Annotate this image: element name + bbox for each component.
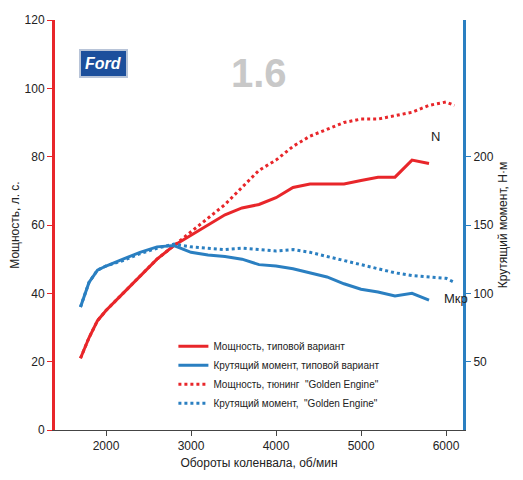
svg-text:20: 20 (31, 355, 45, 369)
svg-text:0: 0 (38, 423, 45, 437)
svg-text:1.6: 1.6 (231, 51, 287, 95)
svg-text:80: 80 (31, 150, 45, 164)
svg-text:Мощность, типовой вариант: Мощность, типовой вариант (213, 341, 345, 352)
svg-text:Мощность, тюнинг "Golden Engi: Мощность, тюнинг "Golden Engine" (213, 379, 378, 390)
svg-text:3000: 3000 (178, 439, 205, 453)
svg-text:200: 200 (473, 150, 493, 164)
svg-text:4000: 4000 (263, 439, 290, 453)
svg-text:60: 60 (31, 218, 45, 232)
svg-text:Mкр: Mкр (444, 291, 468, 306)
svg-text:6000: 6000 (433, 439, 460, 453)
svg-text:Мощность, л. с.: Мощность, л. с. (8, 181, 22, 268)
svg-text:Крутящий момент, "Golden Engi: Крутящий момент, "Golden Engine" (213, 398, 377, 409)
svg-text:100: 100 (473, 287, 493, 301)
svg-text:Обороты коленвала, об/мин: Обороты коленвала, об/мин (180, 456, 337, 470)
svg-text:Крутящий момент, Н·м: Крутящий момент, Н·м (496, 162, 510, 288)
svg-text:150: 150 (473, 218, 493, 232)
svg-text:N: N (431, 129, 440, 144)
svg-text:50: 50 (473, 355, 487, 369)
svg-text:40: 40 (31, 287, 45, 301)
svg-text:2000: 2000 (93, 439, 120, 453)
svg-text:5000: 5000 (348, 439, 375, 453)
svg-text:Крутящий момент, типовой вариа: Крутящий момент, типовой вариант (213, 360, 379, 371)
svg-text:100: 100 (25, 82, 45, 96)
svg-text:Ford: Ford (85, 55, 122, 72)
svg-text:120: 120 (25, 13, 45, 27)
